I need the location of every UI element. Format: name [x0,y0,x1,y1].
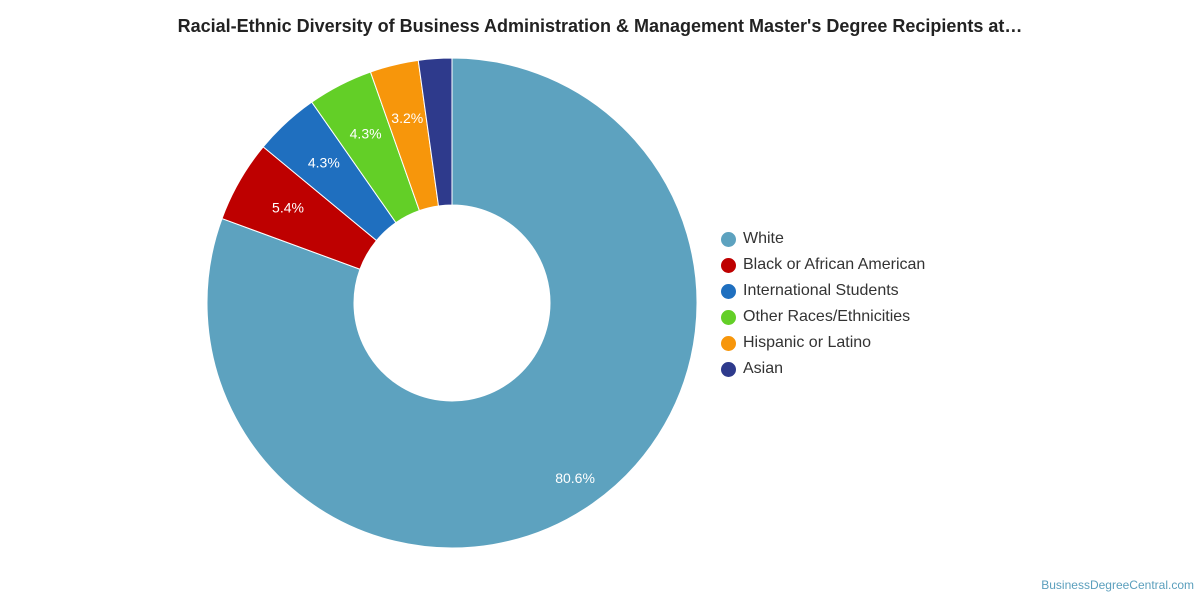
legend: White Black or African American Internatio… [721,226,925,382]
slice-label-3: 4.3% [350,125,382,141]
legend-item[interactable]: Other Races/Ethnicities [721,304,925,330]
slice-white[interactable] [206,57,698,549]
legend-item[interactable]: Black or African American [721,252,925,278]
legend-item[interactable]: Hispanic or Latino [721,330,925,356]
legend-swatch [721,283,736,299]
credit-link[interactable]: BusinessDegreeCentral.com [1041,578,1194,592]
legend-item[interactable]: White [721,226,925,252]
slice-label-4: 3.2% [391,110,423,126]
legend-label: White [743,230,784,247]
legend-item[interactable]: Asian [721,356,925,382]
slice-label-1: 5.4% [272,199,304,215]
legend-label: Asian [743,360,784,377]
legend-swatch [721,257,736,273]
legend-swatch [721,361,736,377]
legend-item[interactable]: International Students [721,278,925,304]
legend-swatch [721,231,736,247]
chart-title: Racial-Ethnic Diversity of Business Admi… [177,16,1023,36]
legend-swatch [721,335,736,351]
legend-label: Black or African American [743,256,926,273]
legend-label: Other Races/Ethnicities [743,308,911,325]
slice-label-2: 4.3% [308,155,340,171]
legend-label: Hispanic or Latino [743,334,872,351]
legend-label: International Students [743,282,899,299]
legend-swatch [721,309,736,325]
slice-asian[interactable] [417,57,453,207]
slice-label-0: 80.6% [555,470,595,486]
